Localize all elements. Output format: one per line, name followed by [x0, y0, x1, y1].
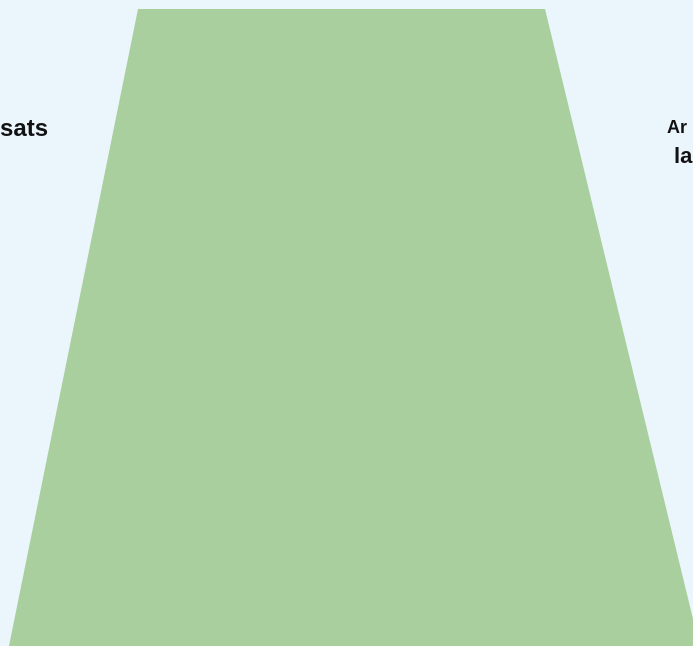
funnel-stage	[9, 9, 693, 646]
right-stage-label-line2: la	[674, 143, 693, 168]
right-stage-label-line1: Ar	[667, 117, 687, 137]
left-stage-label: sats	[0, 115, 48, 142]
